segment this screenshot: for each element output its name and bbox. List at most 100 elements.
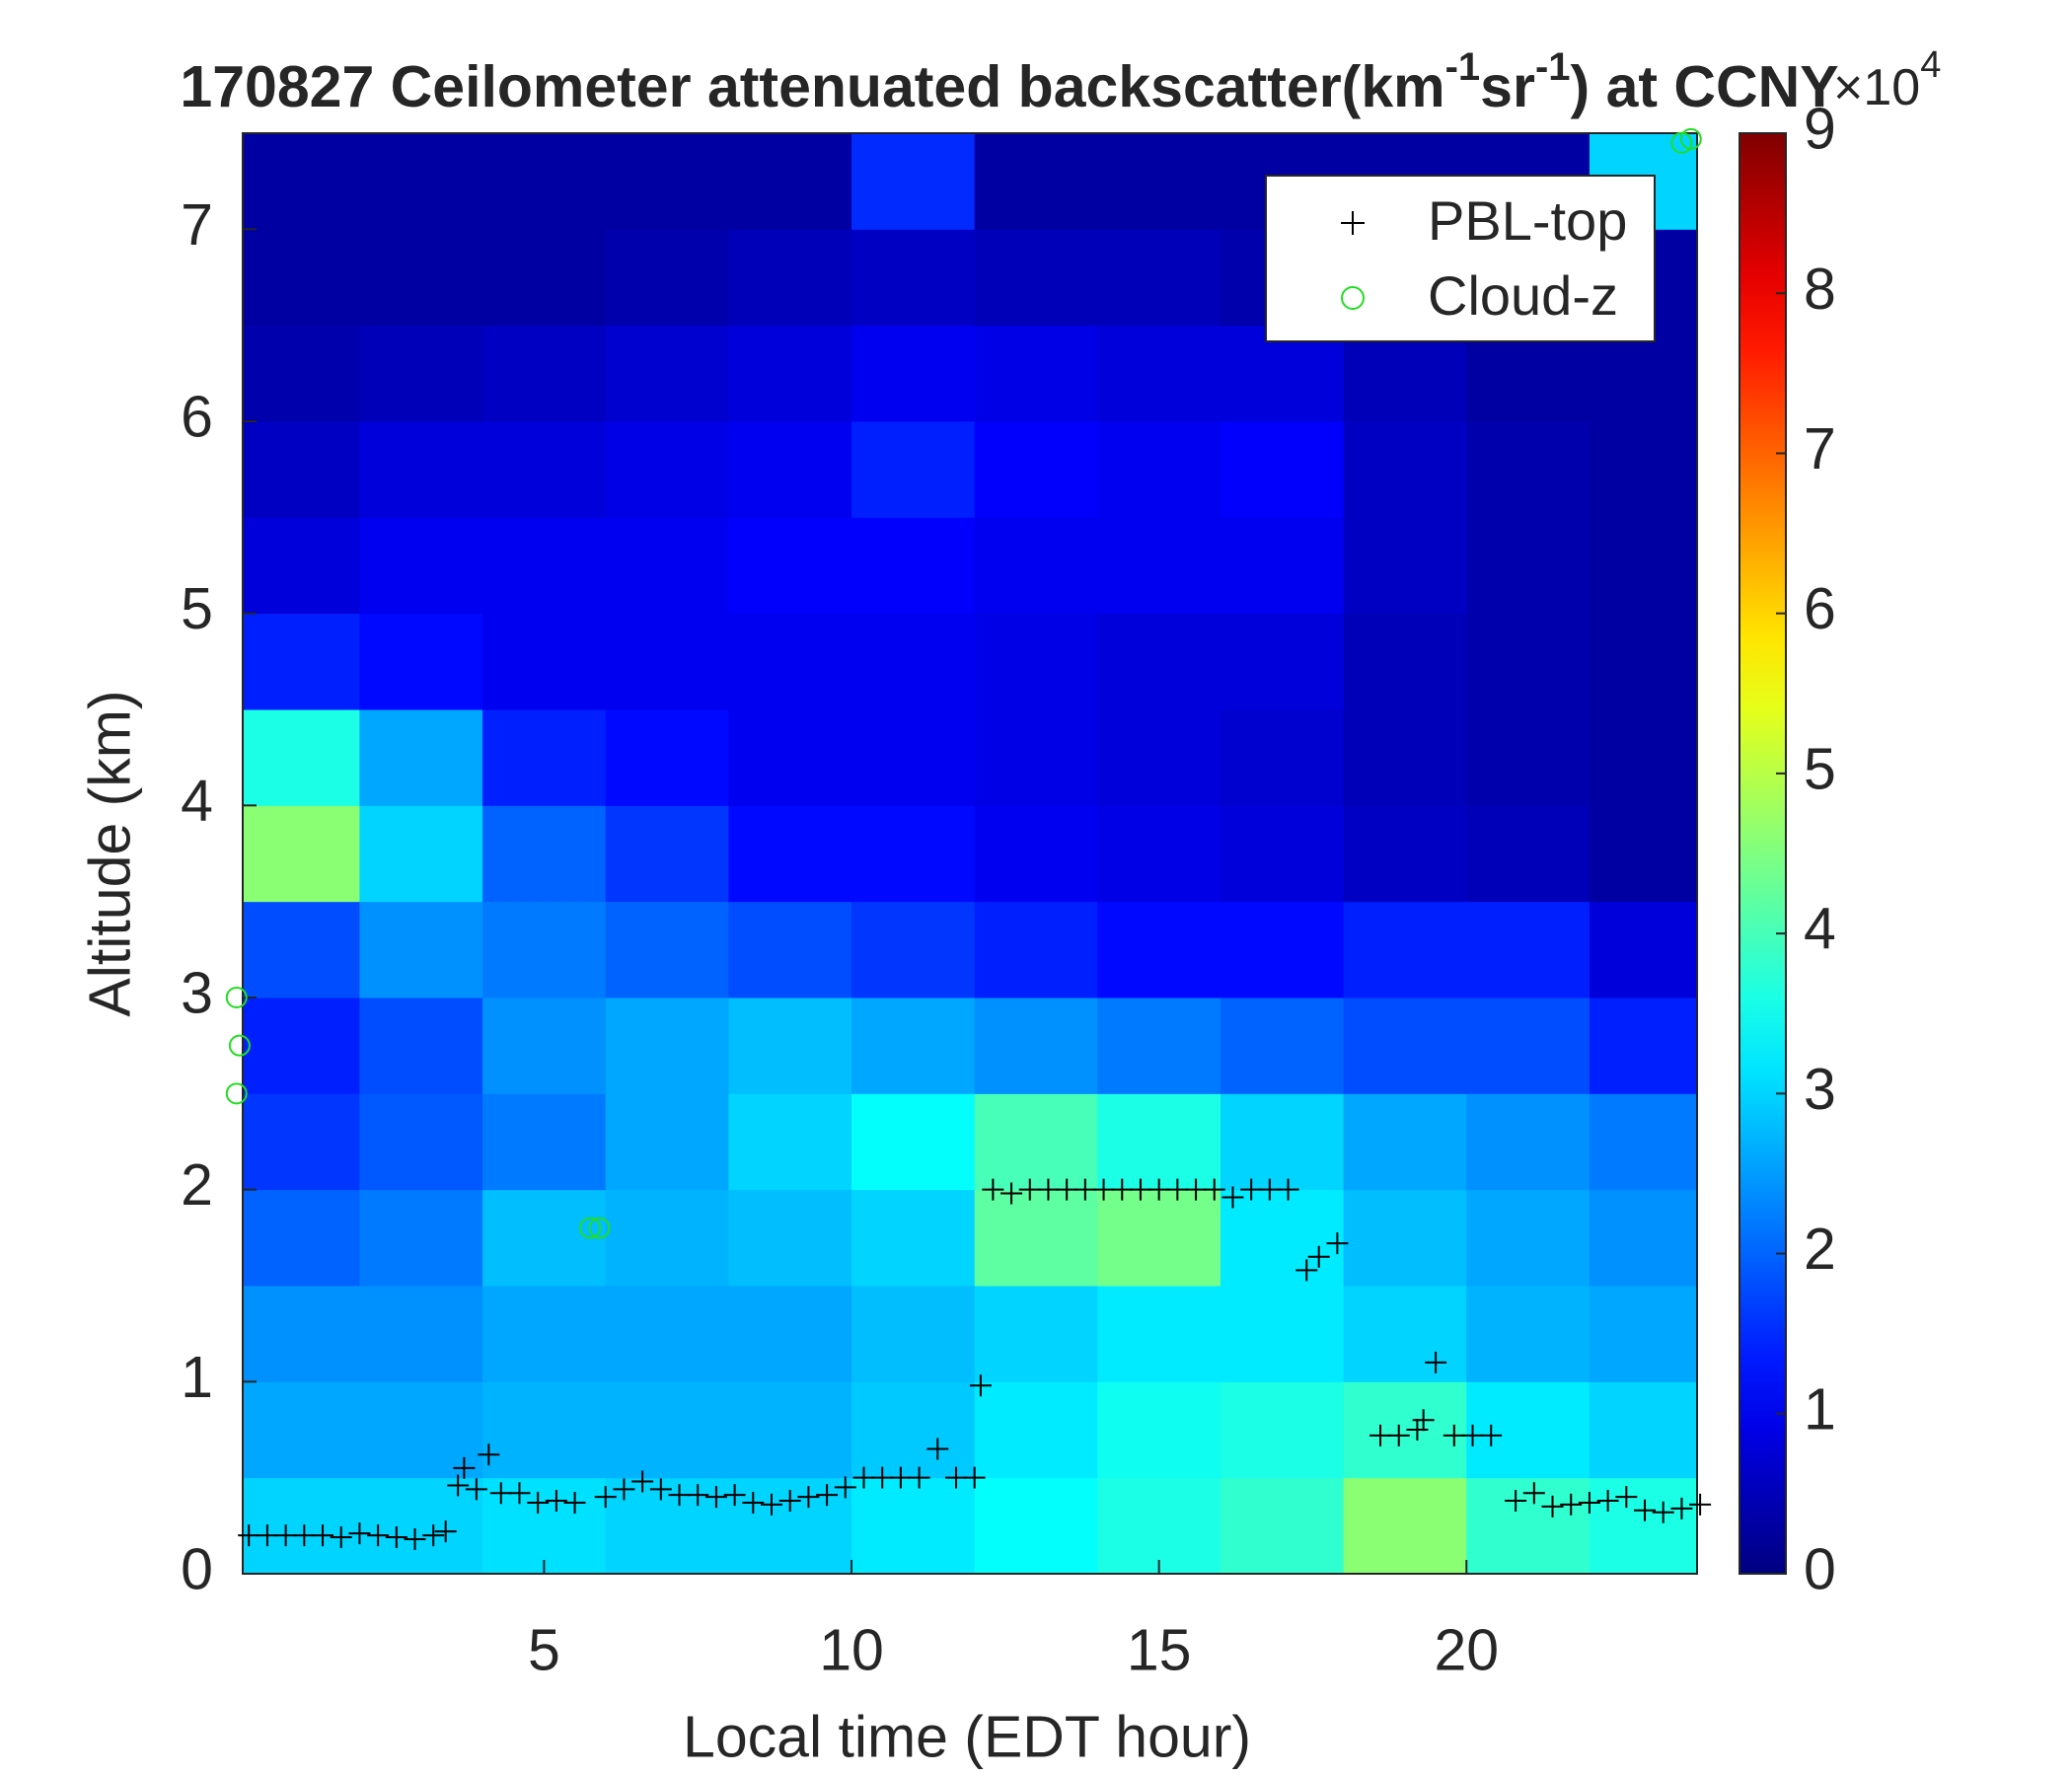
pbl-marker bbox=[723, 1484, 746, 1507]
colorbar-tick-label: 6 bbox=[1804, 576, 1836, 641]
heat-cell bbox=[1589, 901, 1697, 999]
heat-cell bbox=[359, 1286, 483, 1382]
heat-cell bbox=[1097, 709, 1221, 806]
heatmap bbox=[243, 133, 1697, 1574]
legend-label: Cloud-z bbox=[1428, 264, 1618, 327]
pbl-marker bbox=[1412, 1409, 1435, 1432]
heat-cell bbox=[243, 613, 360, 710]
colorbar-tick-label: 4 bbox=[1804, 897, 1836, 962]
pbl-marker bbox=[1166, 1178, 1189, 1201]
heat-cell bbox=[974, 613, 1098, 710]
heat-cell bbox=[728, 1093, 852, 1191]
pbl-marker bbox=[1258, 1178, 1281, 1201]
title-part: sr bbox=[1480, 54, 1535, 119]
pbl-marker bbox=[778, 1490, 801, 1513]
heat-cell bbox=[1220, 709, 1345, 806]
x-tick-label: 5 bbox=[528, 1618, 560, 1683]
heat-cell bbox=[605, 421, 729, 518]
heat-cell bbox=[1343, 1381, 1467, 1479]
heat-cell bbox=[605, 229, 729, 327]
heat-cell bbox=[974, 709, 1098, 806]
pbl-marker bbox=[1461, 1424, 1484, 1446]
heat-cell bbox=[605, 1093, 729, 1191]
heat-cell bbox=[851, 517, 976, 615]
heat-cell bbox=[605, 998, 729, 1094]
legend-marker bbox=[1341, 286, 1365, 310]
pbl-marker bbox=[982, 1178, 1004, 1201]
heat-cell bbox=[1343, 805, 1467, 903]
chart-title: 170827 Ceilometer attenuated backscatter… bbox=[180, 45, 1838, 119]
heat-cell bbox=[359, 998, 483, 1094]
cloud-marker bbox=[225, 1082, 248, 1105]
x-tick-label: 10 bbox=[819, 1618, 884, 1683]
heat-cell bbox=[482, 1189, 607, 1287]
pbl-marker bbox=[312, 1524, 334, 1547]
heat-cell bbox=[851, 133, 976, 230]
heat-cell bbox=[243, 325, 360, 422]
heat-cell bbox=[1097, 133, 1221, 230]
pbl-marker bbox=[1295, 1259, 1318, 1282]
pbl-marker bbox=[889, 1466, 912, 1489]
heat-cell bbox=[728, 998, 852, 1094]
heat-cell bbox=[974, 517, 1098, 615]
heat-cell bbox=[1097, 1286, 1221, 1382]
axes-box bbox=[242, 132, 1698, 1575]
heat-cell bbox=[1466, 517, 1591, 615]
pbl-marker bbox=[1111, 1178, 1134, 1201]
heat-cell bbox=[243, 805, 360, 903]
pbl-marker bbox=[649, 1478, 672, 1501]
heat-cell bbox=[243, 709, 360, 806]
colorbar-tick-label: 8 bbox=[1804, 257, 1836, 322]
heat-cell bbox=[1220, 998, 1345, 1094]
heat-cell bbox=[482, 998, 607, 1094]
pbl-marker bbox=[852, 1466, 875, 1489]
pbl-marker bbox=[348, 1522, 371, 1545]
heat-cell bbox=[243, 1381, 360, 1479]
pbl-marker bbox=[489, 1482, 512, 1505]
heat-cell bbox=[728, 517, 852, 615]
y-tick-label: 1 bbox=[181, 1345, 213, 1410]
heat-cell bbox=[728, 901, 852, 999]
title-part: -1 bbox=[1445, 45, 1481, 89]
heat-cell bbox=[359, 229, 483, 327]
pbl-marker bbox=[926, 1438, 949, 1460]
heat-cell bbox=[974, 1189, 1098, 1287]
pbl-marker bbox=[1670, 1497, 1693, 1519]
cloud-marker bbox=[228, 1034, 251, 1057]
heat-cell bbox=[974, 421, 1098, 518]
pbl-marker bbox=[274, 1524, 297, 1547]
pbl-marker bbox=[1326, 1232, 1349, 1255]
heat-cell bbox=[1343, 901, 1467, 999]
heat-cell bbox=[1589, 1093, 1697, 1191]
heat-cell bbox=[1466, 901, 1591, 999]
heat-cell bbox=[605, 613, 729, 710]
pbl-marker bbox=[761, 1493, 782, 1516]
heat-cell bbox=[1343, 517, 1467, 615]
pbl-marker bbox=[385, 1526, 407, 1549]
heat-cell bbox=[1589, 613, 1697, 710]
heat-cell bbox=[1589, 517, 1697, 615]
heat-cell bbox=[482, 901, 607, 999]
heat-cell bbox=[1097, 1477, 1221, 1574]
pbl-marker bbox=[687, 1484, 709, 1507]
heat-cell bbox=[1466, 1189, 1591, 1287]
heat-cell bbox=[359, 325, 483, 422]
cloud-marker bbox=[1679, 127, 1702, 150]
heat-cell bbox=[1343, 1477, 1467, 1574]
heat-cell bbox=[482, 325, 607, 422]
heat-cell bbox=[1466, 1286, 1591, 1382]
heat-cell bbox=[482, 229, 607, 327]
heat-cell bbox=[974, 1381, 1098, 1479]
pbl-marker bbox=[1560, 1493, 1583, 1516]
heat-cell bbox=[1220, 1286, 1345, 1382]
colorbar-tick-label: 2 bbox=[1804, 1217, 1836, 1282]
pbl-marker bbox=[404, 1527, 426, 1550]
colorbar-tick-label: 3 bbox=[1804, 1057, 1836, 1122]
heat-cell bbox=[359, 901, 483, 999]
pbl-marker bbox=[1578, 1491, 1600, 1514]
cloud-marker bbox=[1670, 131, 1693, 154]
y-tick-label: 0 bbox=[181, 1537, 213, 1602]
heat-cell bbox=[851, 1381, 976, 1479]
heat-cell bbox=[605, 709, 729, 806]
